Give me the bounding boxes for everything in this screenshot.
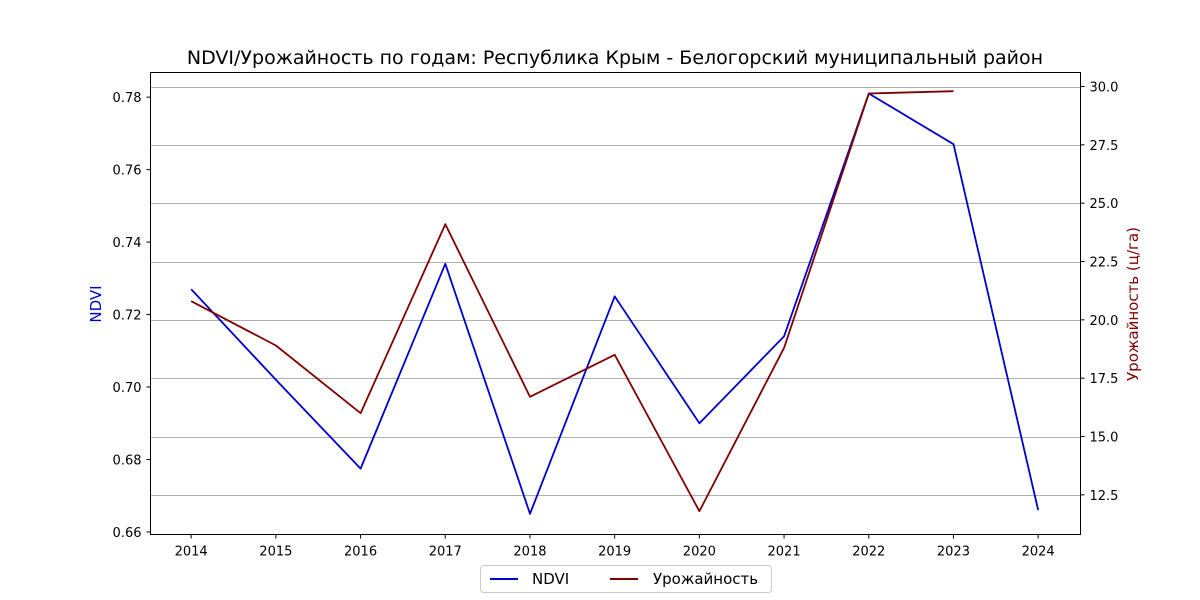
x-tick-label-2023: 2023 [937,545,970,560]
grid-lines [150,87,1081,496]
y-axis-right-label: Урожайность (ц/га) [1124,227,1142,381]
x-tick-label-2018: 2018 [513,545,546,560]
y-axis-left: 0.66 0.68 0.70 0.72 0.74 0.76 0.78 [113,91,151,541]
legend: NDVI Урожайность [480,565,772,593]
y-left-tick-label-0.78: 0.78 [113,91,142,106]
chart-title: NDVI/Урожайность по годам: Республика Кр… [187,47,1043,69]
y-left-tick-label-0.74: 0.74 [113,236,142,251]
y-left-tick-label-0.72: 0.72 [113,309,142,324]
series-lines [190,90,1040,515]
plot-frame [150,72,1081,535]
x-tick-label-2021: 2021 [768,545,801,560]
y-axis-right: 12.5 15.0 17.5 20.0 22.5 25.0 27.5 30.0 [1080,81,1119,504]
legend-label-ndvi: NDVI [532,570,569,588]
y-left-tick-label-0.70: 0.70 [113,381,142,396]
y-right-tick-label-17.5: 17.5 [1090,372,1119,387]
x-tick-label-2016: 2016 [344,545,377,560]
y-right-tick-label-25.0: 25.0 [1090,197,1119,212]
x-tick-label-2017: 2017 [429,545,462,560]
series-line-yield [190,90,954,513]
y-axis-left-label: NDVI [87,285,105,322]
x-tick-label-2014: 2014 [175,545,208,560]
y-left-tick-label-0.66: 0.66 [113,526,142,541]
legend-label-yield: Урожайность [653,570,758,588]
y-right-tick-label-30.0: 30.0 [1090,81,1119,96]
x-tick-label-2024: 2024 [1022,545,1055,560]
y-right-tick-label-22.5: 22.5 [1090,256,1119,271]
x-tick-label-2022: 2022 [852,545,885,560]
series-line-ndvi [190,92,1040,515]
x-axis: 2014 2015 2016 2017 2018 2019 2020 2021 2022 2023… [175,534,1055,560]
x-tick-label-2015: 2015 [259,545,292,560]
y-left-tick-label-0.76: 0.76 [113,164,142,179]
x-tick-label-2020: 2020 [683,545,716,560]
y-right-tick-label-20.0: 20.0 [1090,314,1119,329]
y-right-tick-label-15.0: 15.0 [1090,431,1119,446]
y-left-tick-label-0.68: 0.68 [113,453,142,468]
x-tick-label-2019: 2019 [598,545,631,560]
y-right-tick-label-12.5: 12.5 [1090,489,1119,504]
y-right-tick-label-27.5: 27.5 [1090,139,1119,154]
